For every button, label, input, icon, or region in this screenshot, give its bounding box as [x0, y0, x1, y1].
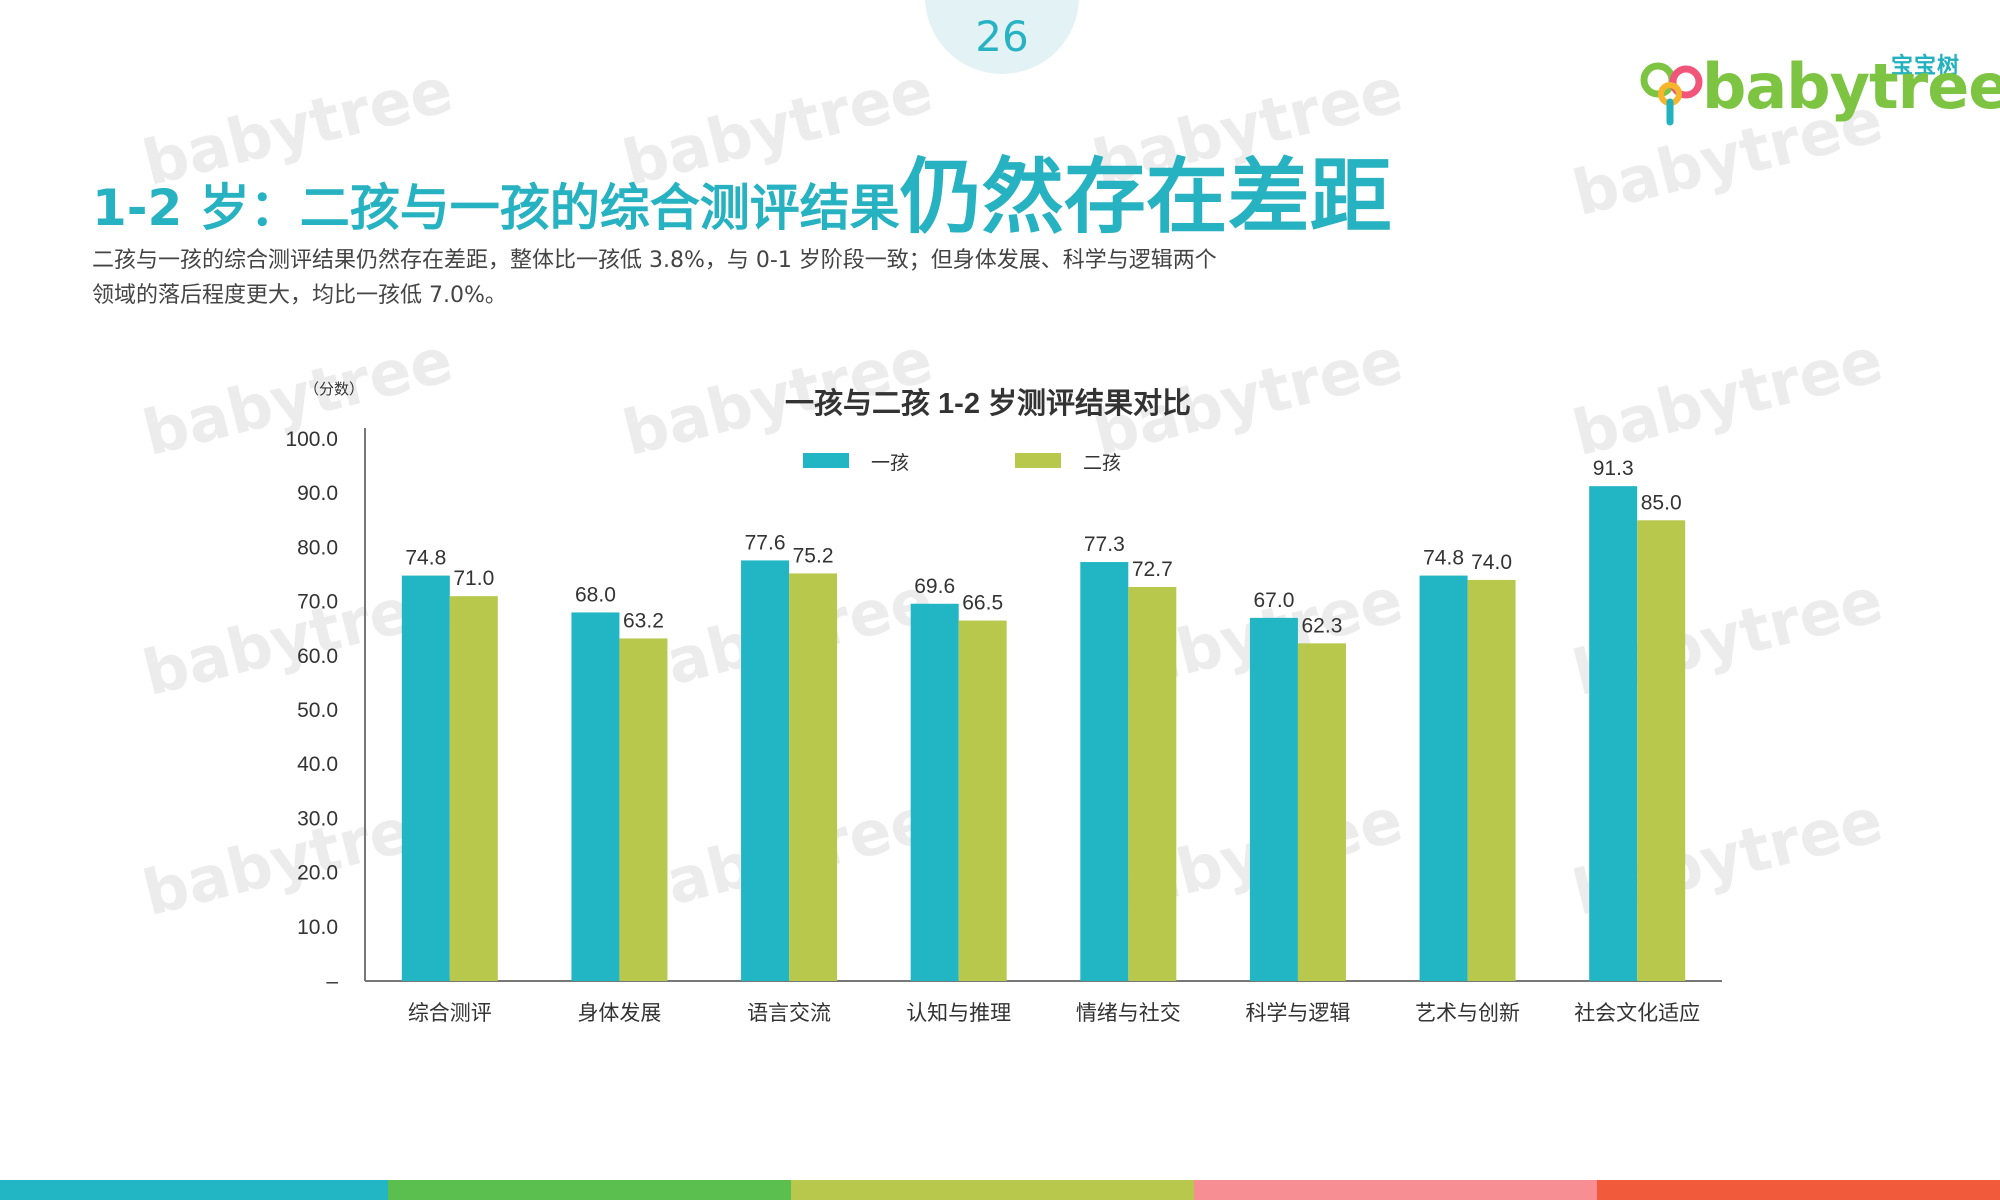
data-label: 77.3 — [1084, 533, 1125, 556]
bar-first-child — [741, 560, 790, 981]
stripe — [388, 1180, 791, 1200]
x-tick-label: 身体发展 — [577, 1002, 661, 1025]
bar-second-child — [958, 620, 1007, 981]
bar-second-child — [789, 573, 838, 981]
stripe — [791, 1180, 1194, 1200]
bar-first-child — [1589, 486, 1638, 981]
bar-second-child — [1467, 579, 1516, 981]
y-tick-label: 70.0 — [297, 591, 338, 614]
bar-first-child — [1249, 617, 1298, 981]
x-tick-label: 社会文化适应 — [1574, 1002, 1700, 1025]
bar-second-child — [1128, 586, 1177, 981]
data-label: 63.2 — [623, 609, 664, 632]
bar-second-child — [1637, 520, 1686, 981]
x-tick-label: 艺术与创新 — [1415, 1002, 1520, 1025]
x-tick-label: 认知与推理 — [906, 1002, 1011, 1025]
bar-second-child — [619, 638, 668, 981]
data-label: 67.0 — [1254, 589, 1295, 612]
logo-chinese-text: 宝宝树 — [1890, 54, 1960, 79]
page-subtitle: 二孩与一孩的综合测评结果仍然存在差距，整体比一孩低 3.8%，与 0-1 岁阶段… — [92, 243, 1452, 313]
legend-label-1: 一孩 — [871, 452, 909, 474]
data-label: 68.0 — [575, 583, 616, 606]
page-title: 1-2 岁：二孩与一孩的综合测评结果仍然存在差距 — [92, 130, 1392, 249]
y-tick-label: 80.0 — [297, 536, 338, 559]
y-tick-label: 60.0 — [297, 645, 338, 668]
y-axis-unit-label: （分数） — [304, 381, 364, 398]
page-number: 26 — [975, 12, 1029, 61]
stripe — [0, 1180, 388, 1200]
y-tick-label: 30.0 — [297, 807, 338, 830]
y-tick-label: – — [326, 970, 338, 993]
data-label: 62.3 — [1302, 614, 1343, 637]
logo-wordmark: babytree — [1702, 50, 2000, 123]
data-label: 91.3 — [1593, 457, 1634, 480]
subtitle-line-1: 二孩与一孩的综合测评结果仍然存在差距，整体比一孩低 3.8%，与 0-1 岁阶段… — [92, 248, 1217, 273]
bar-first-child — [401, 575, 450, 981]
data-label: 74.8 — [1423, 547, 1464, 570]
bar-second-child — [1297, 643, 1346, 981]
data-label: 66.5 — [962, 592, 1003, 615]
legend-label-2: 二孩 — [1083, 452, 1121, 474]
page-title-large: 仍然存在差距 — [899, 150, 1392, 245]
x-tick-label: 语言交流 — [747, 1002, 831, 1025]
y-tick-label: 50.0 — [297, 699, 338, 722]
stripe — [1194, 1180, 1597, 1200]
legend-swatch-1 — [803, 453, 849, 468]
x-tick-label: 情绪与社交 — [1076, 1002, 1181, 1025]
x-tick-label: 科学与逻辑 — [1245, 1002, 1350, 1025]
bottom-color-stripes — [0, 1180, 2000, 1200]
bar-first-child — [1419, 575, 1468, 981]
y-tick-label: 10.0 — [297, 916, 338, 939]
bar-second-child — [449, 596, 498, 981]
data-label: 71.0 — [453, 567, 494, 590]
chart-title: 一孩与二孩 1-2 岁测评结果对比 — [785, 386, 1191, 420]
data-label: 75.2 — [793, 544, 834, 567]
logo-mark-icon — [1640, 62, 1703, 126]
x-tick-label: 综合测评 — [408, 1002, 492, 1025]
data-label: 77.6 — [745, 531, 786, 554]
data-label: 69.6 — [914, 575, 955, 598]
bar-first-child — [1080, 562, 1129, 981]
babytree-logo: 宝宝树 babytree — [1640, 48, 2000, 128]
legend-swatch-2 — [1015, 453, 1061, 468]
subtitle-line-2: 领域的落后程度更大，均比一孩低 7.0%。 — [92, 283, 507, 308]
data-label: 85.0 — [1641, 491, 1682, 514]
y-tick-label: 20.0 — [297, 862, 338, 885]
y-tick-label: 90.0 — [297, 482, 338, 505]
data-label: 72.7 — [1132, 558, 1173, 581]
data-label: 74.8 — [405, 547, 446, 570]
stripe — [1597, 1180, 2000, 1200]
bar-first-child — [910, 603, 959, 981]
page-title-small: 1-2 岁：二孩与一孩的综合测评结果 — [92, 179, 900, 237]
y-tick-label: 40.0 — [297, 753, 338, 776]
bar-first-child — [571, 612, 620, 981]
y-tick-label: 100.0 — [285, 428, 338, 451]
data-label: 74.0 — [1471, 551, 1512, 574]
